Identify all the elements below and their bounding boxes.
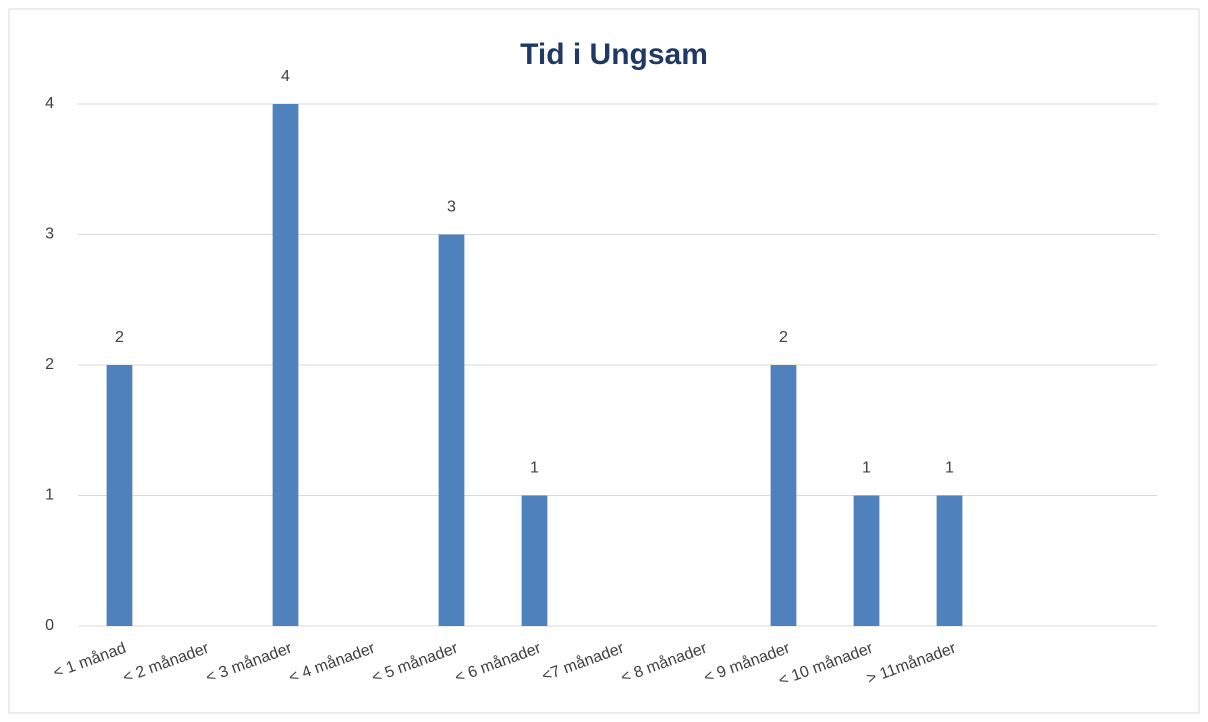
chart-border bbox=[8, 8, 1200, 714]
data-label: 1 bbox=[862, 460, 871, 477]
y-tick-label: 2 bbox=[45, 356, 54, 373]
bar bbox=[936, 495, 963, 626]
chart-title: Tid i Ungsam bbox=[520, 38, 708, 71]
bar bbox=[853, 495, 880, 626]
y-tick-label: 0 bbox=[45, 617, 54, 634]
bar bbox=[521, 495, 548, 626]
data-label: 4 bbox=[281, 68, 290, 85]
data-label: 1 bbox=[530, 460, 539, 477]
data-label: 2 bbox=[779, 329, 788, 346]
bar bbox=[438, 234, 465, 626]
data-label: 2 bbox=[115, 329, 124, 346]
y-tick-label: 1 bbox=[45, 487, 54, 504]
bar bbox=[272, 104, 299, 626]
bar bbox=[106, 365, 133, 626]
y-tick-label: 3 bbox=[45, 226, 54, 243]
y-tick-label: 4 bbox=[45, 95, 54, 112]
bar bbox=[770, 365, 797, 626]
data-label: 1 bbox=[945, 460, 954, 477]
data-label: 3 bbox=[447, 199, 456, 216]
